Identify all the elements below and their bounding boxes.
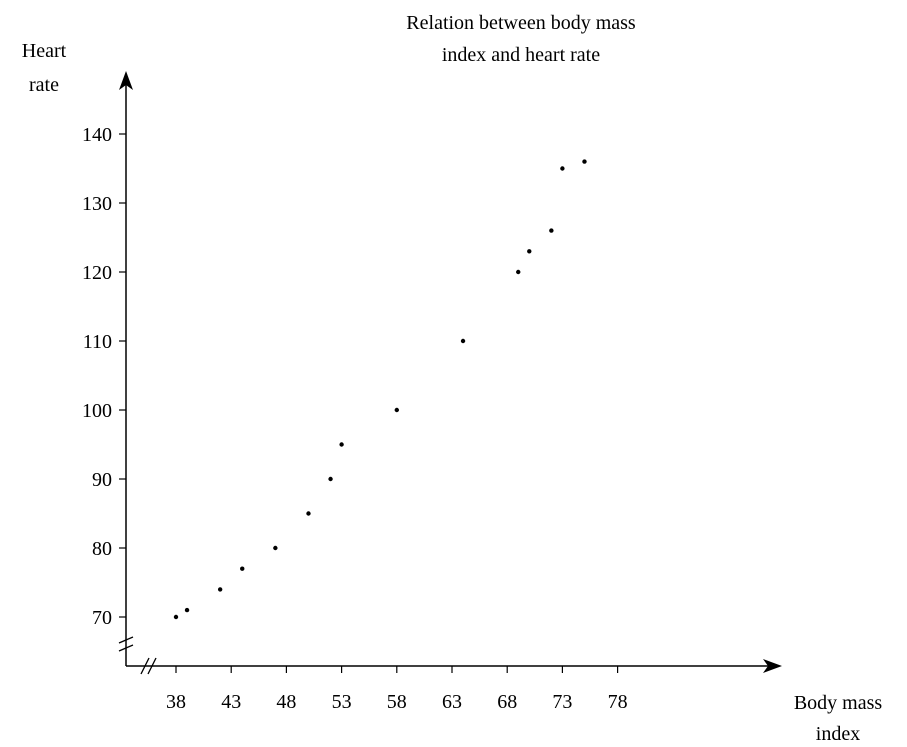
y-tick-label: 140 — [82, 124, 112, 146]
data-point — [273, 545, 278, 551]
x-tick-label: 63 — [442, 691, 462, 713]
chart-title-line-2: index and heart rate — [442, 44, 600, 66]
chart-title-line-1: Relation between body mass — [406, 12, 636, 34]
x-axis-arrowhead — [763, 659, 782, 673]
x-axis-break-mark — [140, 657, 157, 675]
x-tick-label: 78 — [608, 691, 628, 713]
x-tick-label: 43 — [221, 691, 241, 713]
data-point — [328, 476, 333, 482]
x-tick-label: 53 — [332, 691, 352, 713]
data-point — [460, 338, 466, 344]
data-points — [173, 159, 587, 620]
data-point — [240, 566, 245, 571]
y-tick-label: 100 — [82, 400, 112, 422]
x-tick-label: 68 — [497, 691, 517, 713]
data-point — [184, 607, 190, 613]
x-axis-label-line-2: index — [816, 723, 860, 745]
data-point — [173, 614, 179, 620]
data-point — [306, 511, 311, 516]
y-axis-arrowhead — [119, 71, 133, 90]
data-point — [339, 442, 344, 447]
y-axis-label-line-2: rate — [29, 74, 59, 96]
data-point — [549, 228, 554, 233]
y-tick-label: 90 — [92, 469, 112, 491]
data-point — [582, 159, 587, 164]
y-axis-break-mark — [118, 636, 134, 652]
y-axis-label-line-1: Heart — [22, 40, 67, 62]
data-point — [527, 249, 532, 254]
x-tick-label: 73 — [552, 691, 572, 713]
x-tick-label: 48 — [276, 691, 296, 713]
data-point — [516, 269, 521, 275]
x-tick-label: 58 — [387, 691, 407, 713]
x-tick-label: 38 — [166, 691, 186, 713]
x-axis-ticks: 38 43 48 53 58 63 68 73 78 — [166, 666, 628, 713]
y-tick-label: 110 — [83, 331, 112, 353]
y-axis-ticks: 70 80 90 100 110 120 130 140 — [82, 124, 126, 629]
y-tick-label: 80 — [92, 538, 112, 560]
y-tick-label: 70 — [92, 607, 112, 629]
y-tick-label: 130 — [82, 193, 112, 215]
data-point — [217, 587, 223, 592]
y-tick-label: 120 — [82, 262, 112, 284]
x-axis-label-line-1: Body mass — [794, 692, 883, 714]
data-point — [394, 407, 399, 413]
data-point — [560, 166, 565, 171]
